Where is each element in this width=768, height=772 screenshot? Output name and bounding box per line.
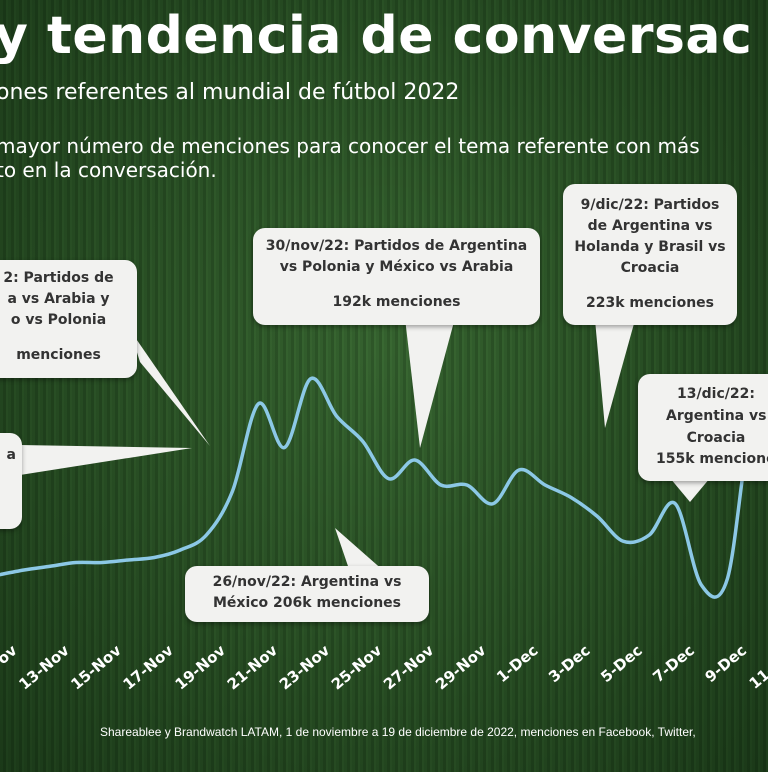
x-tick-label: 29-Nov [432,641,490,693]
x-tick-label: 27-Nov [380,641,438,693]
bubble-tail-30nov [405,318,455,448]
x-tick-label: 23-Nov [276,641,334,693]
annotation-30nov-count: 192k menciones [332,294,461,310]
x-tick-label: 13-Nov [15,641,73,693]
x-tick-label: 19-Nov [172,641,230,693]
bubble-tail-13dic [670,478,710,502]
bubble-tail-26nov [335,528,385,572]
annotation-22nov-count: menciones [16,347,101,363]
annotation-30nov-text: 30/nov/22: Partidos de Argentina vs Polo… [265,238,528,275]
annotation-22nov-text: 2: Partidos de a vs Arabia y o vs Poloni… [3,270,114,328]
page-title: y tendencia de conversac [0,6,753,66]
x-tick-label: 21-Nov [224,641,282,693]
bubble-tail-22nov [130,330,210,446]
x-tick-label: 1-Dec [493,641,541,686]
annotation-9dic-text: 9/dic/22: Partidos de Argentina vs Holan… [574,197,726,276]
x-tick-label: 5-Dec [597,641,645,686]
x-tick-label: 15-Nov [67,641,125,693]
page-description: mayor número de menciones para conocer e… [0,134,700,182]
annotation-9dic-count: 223k menciones [586,295,714,311]
annotation-left: a [0,433,22,529]
x-tick-label: 9-Dec [701,641,749,686]
annotation-13dic-count: 155k menciones [656,451,768,467]
x-tick-label: 11-Dec [746,641,768,692]
annotation-26nov-text: 26/nov/22: Argentina vs México 206k menc… [212,574,402,611]
annotation-left-text: a [6,447,16,463]
bubble-tail-9dic [595,320,635,428]
annotation-22nov: 2: Partidos de a vs Arabia y o vs Poloni… [0,260,137,378]
page-subtitle: ones referentes al mundial de fútbol 202… [0,80,460,105]
annotation-9dic: 9/dic/22: Partidos de Argentina vs Holan… [563,184,737,325]
x-tick-label: 3-Dec [545,641,593,686]
x-tick-label: 7-Dec [649,641,697,686]
annotation-30nov: 30/nov/22: Partidos de Argentina vs Polo… [253,228,540,325]
annotation-13dic-text: 13/dic/22: Argentina vs Croacia [666,386,767,446]
x-tick-label: 17-Nov [120,641,178,693]
x-tick-label: ov [0,641,21,668]
bubble-tail-left [20,445,192,475]
annotation-26nov: 26/nov/22: Argentina vs México 206k menc… [185,566,429,622]
series-line [0,376,768,599]
x-tick-label: 25-Nov [328,641,386,693]
annotation-13dic: 13/dic/22: Argentina vs Croacia 155k men… [638,374,768,481]
source-note: Shareablee y Brandwatch LATAM, 1 de novi… [100,725,696,739]
